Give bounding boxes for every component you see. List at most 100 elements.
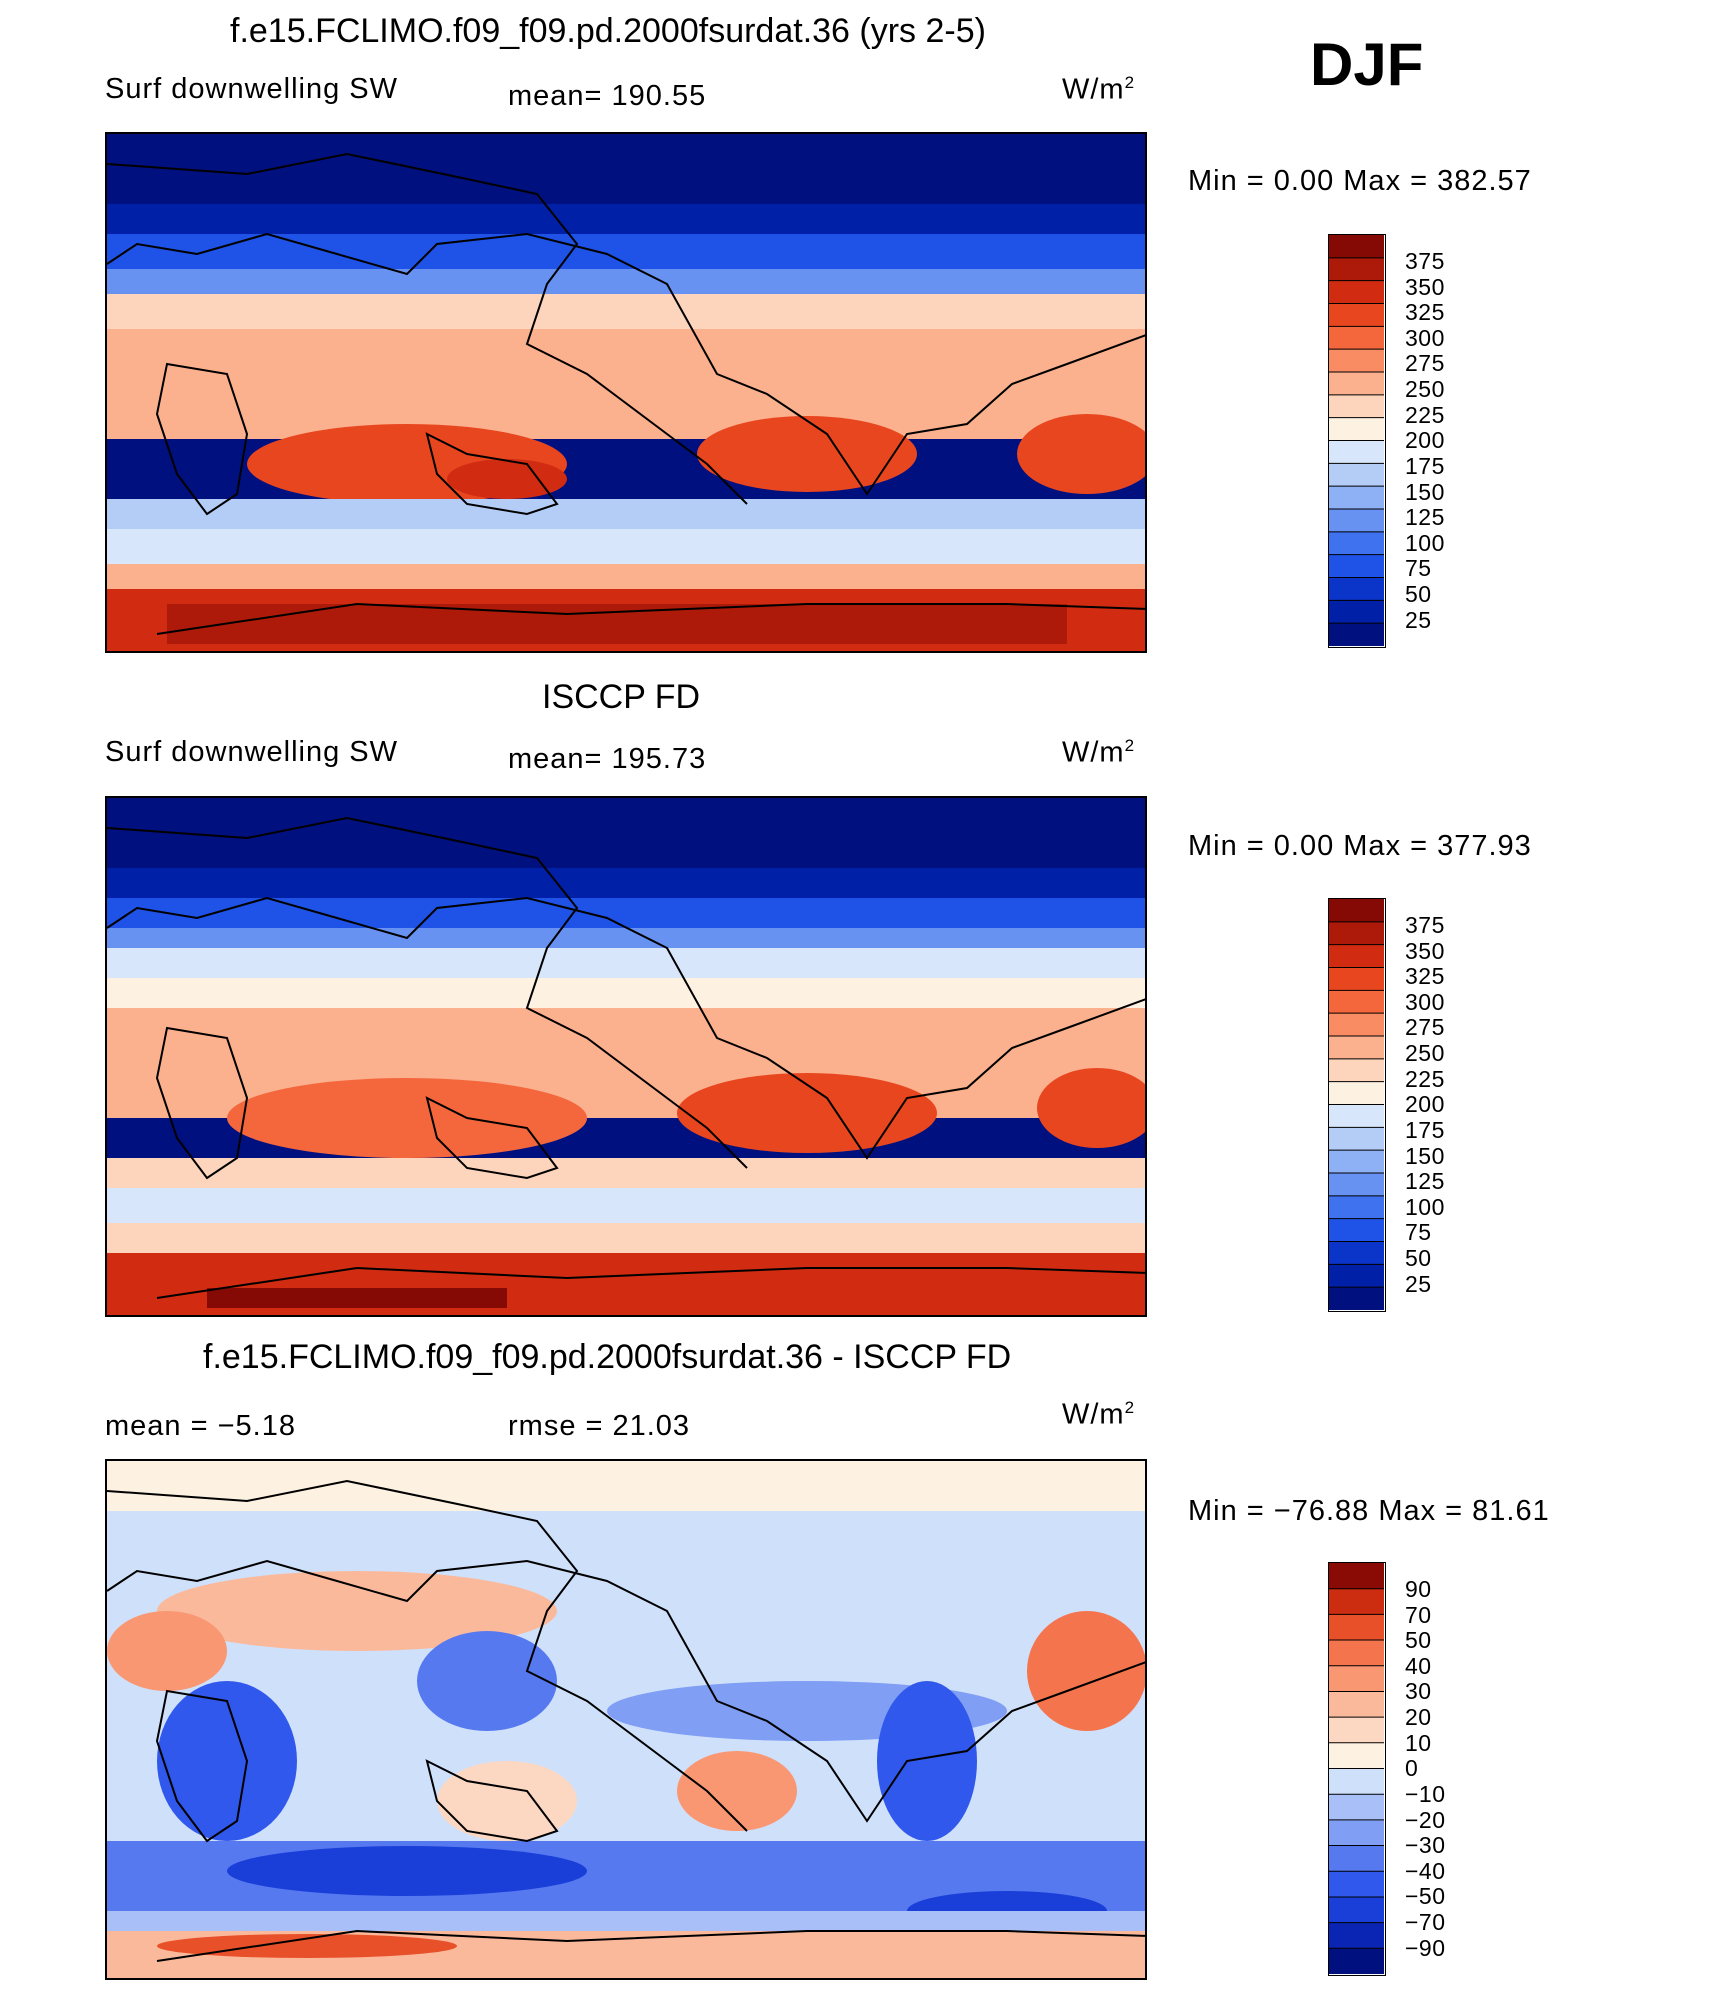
colorbar-swatch	[1329, 944, 1384, 968]
panel-2-mean-label: mean= 195.73	[508, 743, 707, 775]
panel-2-title: ISCCP FD	[542, 678, 701, 716]
colorbar-swatch	[1329, 577, 1384, 601]
colorbar-swatch	[1329, 967, 1384, 991]
colorbar-swatch	[1329, 1819, 1384, 1847]
colorbar-swatch	[1329, 1264, 1384, 1288]
colorbar-swatch	[1329, 990, 1384, 1014]
colorbar-swatch	[1329, 1150, 1384, 1174]
colorbar-swatch	[1329, 1195, 1384, 1220]
colorbar-swatch	[1329, 1588, 1384, 1615]
colorbar-tick: 0	[1405, 1755, 1419, 1781]
colorbar-swatch	[1329, 1013, 1384, 1037]
colorbar-swatch	[1329, 1104, 1384, 1128]
colorbar-swatch	[1329, 1922, 1384, 1949]
colorbar-tick: 200	[1405, 1091, 1445, 1117]
colorbar-swatch	[1329, 463, 1384, 487]
colorbar-tick: 50	[1405, 581, 1432, 607]
colorbar-tick: 100	[1405, 530, 1445, 556]
colorbar-tick: 225	[1405, 1066, 1445, 1092]
colorbar-tick: 350	[1405, 274, 1445, 300]
colorbar-swatch	[1329, 1036, 1384, 1060]
panel-2-units: W/m2	[1062, 736, 1136, 769]
colorbar-swatch	[1329, 486, 1384, 510]
colorbar-swatch	[1329, 326, 1384, 350]
panel-1-title: f.e15.FCLIMO.f09_f09.pd.2000fsurdat.36 (…	[230, 12, 986, 50]
colorbar-swatch	[1329, 372, 1384, 396]
colorbar-tick: −70	[1405, 1909, 1446, 1935]
panel-1-units: W/m2	[1062, 73, 1136, 106]
colorbar-tick: 40	[1405, 1653, 1432, 1679]
colorbar-tick: −50	[1405, 1883, 1446, 1909]
colorbar-swatch	[1329, 1614, 1384, 1641]
colorbar-swatch	[1329, 1665, 1384, 1692]
colorbar-tick: 250	[1405, 1040, 1445, 1066]
panel-3-minmax: Min = −76.88 Max = 81.61	[1188, 1495, 1550, 1527]
panel-1-variable-label: Surf downwelling SW	[105, 73, 398, 105]
colorbar-tick: −40	[1405, 1858, 1446, 1884]
colorbar-swatch	[1329, 280, 1384, 304]
panel-1-map	[105, 132, 1147, 653]
panel-1-minmax: Min = 0.00 Max = 382.57	[1188, 165, 1532, 197]
colorbar-tick: 375	[1405, 912, 1445, 938]
colorbar-swatch	[1329, 1896, 1384, 1924]
panel-3-units: W/m2	[1062, 1398, 1136, 1431]
colorbar-tick: 25	[1405, 607, 1432, 633]
colorbar-tick: 90	[1405, 1576, 1432, 1602]
colorbar-swatch	[1329, 1563, 1384, 1590]
colorbar-tick: 50	[1405, 1627, 1432, 1653]
colorbar-tick: 150	[1405, 479, 1445, 505]
colorbar-tick: −20	[1405, 1807, 1446, 1833]
panel-2-variable-label: Surf downwelling SW	[105, 736, 398, 768]
colorbar-tick: 50	[1405, 1245, 1432, 1271]
panel-3-title: f.e15.FCLIMO.f09_f09.pd.2000fsurdat.36 -…	[203, 1338, 1012, 1376]
colorbar-tick: 225	[1405, 402, 1445, 428]
colorbar-swatch	[1329, 1742, 1384, 1769]
panel-2-colorbar	[1328, 898, 1386, 1312]
colorbar-tick: 25	[1405, 1271, 1432, 1297]
colorbar-tick: 75	[1405, 1219, 1432, 1245]
colorbar-swatch	[1329, 921, 1384, 946]
colorbar-swatch	[1329, 235, 1384, 259]
panel-1-mean-label: mean= 190.55	[508, 80, 707, 112]
colorbar-swatch	[1329, 1173, 1384, 1197]
colorbar-tick: 275	[1405, 350, 1445, 376]
colorbar-swatch	[1329, 1768, 1384, 1795]
panel-3-colorbar	[1328, 1562, 1386, 1976]
colorbar-swatch	[1329, 417, 1384, 441]
panel-3-mean-label: mean = −5.18	[105, 1410, 296, 1442]
colorbar-swatch	[1329, 1691, 1384, 1718]
colorbar-swatch	[1329, 1845, 1384, 1872]
colorbar-tick: 70	[1405, 1602, 1432, 1628]
panel-3-map	[105, 1459, 1147, 1980]
colorbar-tick: 350	[1405, 938, 1445, 964]
colorbar-swatch	[1329, 531, 1384, 556]
colorbar-tick: 175	[1405, 453, 1445, 479]
colorbar-tick: 375	[1405, 248, 1445, 274]
colorbar-tick: 200	[1405, 427, 1445, 453]
colorbar-tick: 175	[1405, 1117, 1445, 1143]
colorbar-swatch	[1329, 1794, 1384, 1821]
colorbar-swatch	[1329, 1081, 1384, 1105]
colorbar-tick: 10	[1405, 1730, 1432, 1756]
colorbar-tick: 30	[1405, 1678, 1432, 1704]
colorbar-swatch	[1329, 440, 1384, 464]
colorbar-swatch	[1329, 623, 1384, 646]
panel-1-colorbar	[1328, 234, 1386, 648]
colorbar-swatch	[1329, 1640, 1384, 1667]
colorbar-swatch	[1329, 257, 1384, 282]
colorbar-tick: 100	[1405, 1194, 1445, 1220]
season-label: DJF	[1310, 31, 1424, 98]
colorbar-swatch	[1329, 1058, 1384, 1083]
colorbar-swatch	[1329, 600, 1384, 624]
colorbar-swatch	[1329, 1241, 1384, 1265]
colorbar-tick: 325	[1405, 963, 1445, 989]
colorbar-swatch	[1329, 1218, 1384, 1242]
colorbar-swatch	[1329, 1871, 1384, 1898]
colorbar-swatch	[1329, 1717, 1384, 1744]
colorbar-tick: 125	[1405, 1168, 1445, 1194]
colorbar-swatch	[1329, 1127, 1384, 1151]
colorbar-tick: −30	[1405, 1832, 1446, 1858]
colorbar-tick: 150	[1405, 1143, 1445, 1169]
colorbar-tick: 300	[1405, 325, 1445, 351]
colorbar-swatch	[1329, 394, 1384, 419]
